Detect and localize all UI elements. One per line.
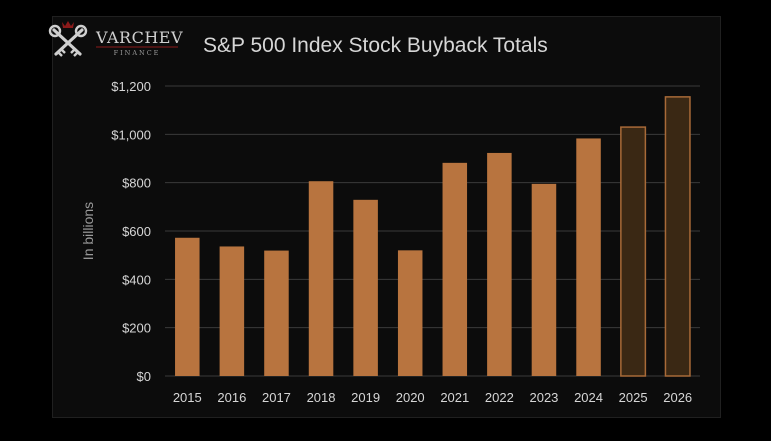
bar-2019: [353, 199, 378, 376]
y-tick-label: $200: [122, 321, 151, 336]
bar-2018: [308, 181, 334, 376]
x-tick-label: 2016: [217, 390, 246, 405]
y-tick-label: $800: [122, 176, 151, 191]
y-tick-labels: $0 $200 $400 $600 $800 $1,000 $1,200: [111, 79, 151, 384]
chart-title: S&P 500 Index Stock Buyback Totals: [203, 34, 548, 57]
x-tick-label: 2020: [396, 390, 425, 405]
y-tick-label: $400: [122, 272, 151, 287]
y-tick-label: $1,200: [111, 79, 151, 94]
bar-2026: [664, 96, 691, 377]
bar-2024: [576, 138, 601, 376]
bar-2025: [620, 126, 647, 377]
x-tick-label: 2024: [574, 390, 603, 405]
chart-panel: [52, 16, 721, 418]
bar-2017: [264, 250, 289, 376]
x-tick-label: 2015: [173, 390, 202, 405]
brand-name: VARCHEV: [95, 28, 183, 47]
y-tick-label: $0: [137, 369, 151, 384]
brand-logo: VARCHEV FINANCE: [48, 21, 183, 57]
x-tick-label: 2025: [619, 390, 648, 405]
x-tick-label: 2023: [529, 390, 558, 405]
y-tick-label: $600: [122, 224, 151, 239]
bar-2023: [531, 183, 557, 376]
x-tick-label: 2017: [262, 390, 291, 405]
bar-2016: [219, 246, 245, 376]
y-axis-label: In billions: [80, 202, 96, 260]
gridlines: [165, 85, 700, 377]
x-tick-label: 2018: [307, 390, 336, 405]
x-tick-label: 2026: [663, 390, 692, 405]
x-tick-label: 2021: [440, 390, 469, 405]
bar-2020: [397, 250, 423, 376]
x-tick-label: 2022: [485, 390, 514, 405]
brand-sub: FINANCE: [114, 49, 161, 57]
crossed-keys-icon: [48, 21, 88, 57]
x-tick-label: 2019: [351, 390, 380, 405]
bar-2015: [175, 237, 200, 376]
bar-2021: [442, 162, 468, 376]
y-tick-label: $1,000: [111, 127, 151, 142]
x-tick-labels: 2015 2016 2017 2018 2019 2020 2021 2022 2023 2024…: [173, 390, 692, 405]
bar-2022: [487, 152, 512, 376]
bars: [175, 96, 691, 377]
